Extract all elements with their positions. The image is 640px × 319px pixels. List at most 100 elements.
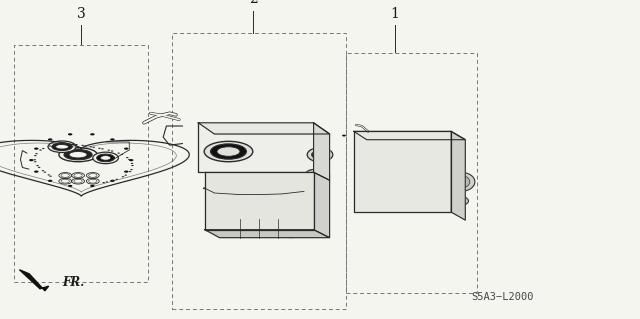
- Circle shape: [49, 145, 51, 147]
- Ellipse shape: [383, 153, 401, 165]
- Text: 1: 1: [390, 7, 399, 21]
- Circle shape: [60, 144, 63, 145]
- Ellipse shape: [404, 178, 416, 186]
- Bar: [346, 53, 477, 293]
- Circle shape: [33, 159, 36, 160]
- Circle shape: [378, 171, 384, 174]
- Circle shape: [90, 133, 95, 136]
- Circle shape: [124, 171, 129, 173]
- Ellipse shape: [424, 189, 440, 200]
- Ellipse shape: [222, 126, 235, 130]
- Ellipse shape: [218, 125, 239, 131]
- Ellipse shape: [276, 125, 296, 131]
- Ellipse shape: [214, 124, 243, 133]
- Text: S5A3−L2000: S5A3−L2000: [471, 292, 534, 302]
- Circle shape: [106, 181, 108, 182]
- Circle shape: [355, 171, 362, 174]
- Circle shape: [90, 146, 92, 147]
- Ellipse shape: [222, 126, 235, 130]
- Text: 2: 2: [249, 0, 258, 6]
- Ellipse shape: [52, 143, 72, 151]
- Ellipse shape: [234, 124, 262, 133]
- Circle shape: [355, 144, 362, 147]
- Circle shape: [68, 185, 72, 187]
- Circle shape: [39, 149, 42, 151]
- Ellipse shape: [356, 151, 382, 167]
- Circle shape: [111, 150, 113, 152]
- Circle shape: [98, 148, 100, 149]
- Ellipse shape: [401, 176, 419, 188]
- Circle shape: [68, 133, 72, 136]
- Ellipse shape: [280, 126, 292, 130]
- Ellipse shape: [59, 148, 97, 162]
- Circle shape: [115, 179, 118, 180]
- Ellipse shape: [387, 155, 397, 163]
- Circle shape: [124, 174, 127, 176]
- Polygon shape: [451, 131, 465, 220]
- Ellipse shape: [48, 141, 76, 152]
- Ellipse shape: [440, 195, 468, 207]
- Ellipse shape: [403, 151, 428, 167]
- Polygon shape: [354, 131, 465, 140]
- Circle shape: [444, 144, 450, 147]
- Polygon shape: [198, 123, 330, 134]
- Ellipse shape: [241, 126, 254, 130]
- Ellipse shape: [312, 150, 328, 159]
- Ellipse shape: [424, 151, 450, 167]
- Text: FR.: FR.: [63, 277, 85, 289]
- Ellipse shape: [362, 191, 372, 198]
- Polygon shape: [314, 123, 330, 180]
- Circle shape: [36, 165, 39, 166]
- Circle shape: [72, 144, 74, 145]
- Ellipse shape: [272, 124, 300, 133]
- Ellipse shape: [97, 154, 115, 162]
- Circle shape: [102, 182, 105, 183]
- Circle shape: [38, 167, 40, 168]
- Ellipse shape: [257, 125, 277, 131]
- Ellipse shape: [280, 126, 292, 130]
- Circle shape: [101, 148, 104, 150]
- Circle shape: [422, 135, 426, 137]
- Ellipse shape: [217, 147, 240, 156]
- Ellipse shape: [426, 178, 438, 186]
- Circle shape: [128, 159, 131, 160]
- Circle shape: [44, 172, 46, 173]
- Ellipse shape: [241, 126, 254, 130]
- Circle shape: [108, 150, 110, 151]
- Ellipse shape: [380, 176, 397, 188]
- Ellipse shape: [380, 189, 397, 200]
- Circle shape: [257, 194, 261, 196]
- Ellipse shape: [282, 231, 301, 238]
- Ellipse shape: [234, 124, 262, 133]
- Polygon shape: [19, 270, 49, 291]
- Circle shape: [110, 180, 115, 182]
- Ellipse shape: [257, 125, 277, 131]
- Circle shape: [280, 193, 284, 195]
- Circle shape: [35, 153, 38, 154]
- Circle shape: [203, 187, 207, 189]
- Circle shape: [34, 155, 36, 156]
- Ellipse shape: [423, 176, 441, 188]
- Circle shape: [238, 194, 242, 196]
- Circle shape: [122, 176, 124, 177]
- Ellipse shape: [56, 145, 68, 149]
- Ellipse shape: [211, 144, 246, 159]
- Ellipse shape: [380, 151, 405, 167]
- Circle shape: [379, 133, 383, 135]
- Circle shape: [130, 169, 132, 170]
- Ellipse shape: [361, 178, 372, 186]
- Circle shape: [400, 144, 406, 147]
- Circle shape: [75, 144, 77, 145]
- Ellipse shape: [93, 152, 118, 164]
- Ellipse shape: [260, 126, 273, 130]
- Bar: [172, 33, 346, 309]
- Circle shape: [34, 161, 36, 162]
- Ellipse shape: [237, 125, 258, 131]
- Circle shape: [84, 145, 87, 146]
- Ellipse shape: [276, 125, 296, 131]
- Circle shape: [49, 175, 52, 177]
- Circle shape: [444, 171, 450, 174]
- Ellipse shape: [204, 141, 253, 162]
- Ellipse shape: [406, 153, 424, 165]
- Ellipse shape: [383, 191, 394, 198]
